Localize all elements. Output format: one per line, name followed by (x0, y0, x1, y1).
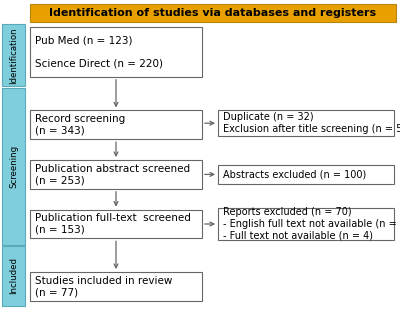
FancyBboxPatch shape (30, 272, 202, 301)
Text: Identification of studies via databases and registers: Identification of studies via databases … (50, 8, 376, 18)
Text: Record screening
(n = 343): Record screening (n = 343) (35, 114, 125, 136)
Text: Publication full-text  screened
(n = 153): Publication full-text screened (n = 153) (35, 213, 191, 235)
FancyBboxPatch shape (2, 246, 25, 306)
FancyBboxPatch shape (30, 160, 202, 189)
FancyBboxPatch shape (30, 27, 202, 77)
Text: Screening: Screening (9, 145, 18, 188)
FancyBboxPatch shape (30, 110, 202, 139)
Text: Included: Included (9, 258, 18, 294)
FancyBboxPatch shape (218, 208, 394, 240)
FancyBboxPatch shape (30, 210, 202, 238)
FancyBboxPatch shape (218, 165, 394, 184)
FancyBboxPatch shape (2, 88, 25, 245)
Text: Duplicate (n = 32)
Exclusion after title screening (n = 58): Duplicate (n = 32) Exclusion after title… (223, 112, 400, 134)
Text: Identification: Identification (9, 27, 18, 84)
FancyBboxPatch shape (30, 4, 396, 22)
Text: Publication abstract screened
(n = 253): Publication abstract screened (n = 253) (35, 164, 190, 185)
Text: Studies included in review
(n = 77): Studies included in review (n = 77) (35, 276, 172, 297)
Text: Reports excluded (n = 70)
- English full text not available (n = 2)
- Full text : Reports excluded (n = 70) - English full… (223, 207, 400, 241)
Text: Pub Med (n = 123)

Science Direct (n = 220): Pub Med (n = 123) Science Direct (n = 22… (35, 36, 163, 68)
Text: Abstracts excluded (n = 100): Abstracts excluded (n = 100) (223, 169, 366, 180)
FancyBboxPatch shape (2, 24, 25, 86)
FancyBboxPatch shape (218, 110, 394, 136)
